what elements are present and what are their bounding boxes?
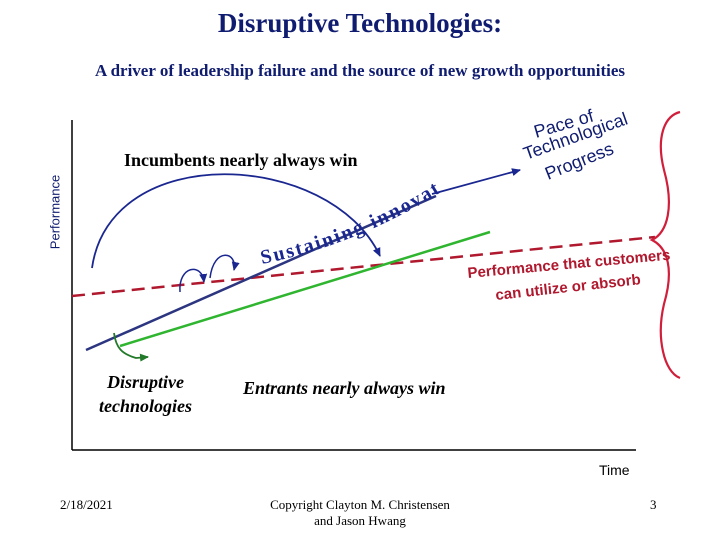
copyright-line2: and Jason Hwang [314,513,406,528]
copyright-line1: Copyright Clayton M. Christensen [270,497,450,512]
pace-arrow [431,168,521,195]
sustaining-loop-arrow-1 [179,268,208,293]
y-axis-label: Performance [47,174,63,250]
disruptive-arrow [113,332,149,362]
footer-date: 2/18/2021 [60,497,113,512]
footer-copyright: Copyright Clayton M. Christensen and Jas… [240,497,480,529]
disruptive-label: Disruptive technologies [78,370,213,418]
entrants-label: Entrants nearly always win [243,378,446,398]
absorb-line [71,235,656,298]
sustaining-curve-arrow [91,173,381,269]
sustaining-loop-arrow-2 [209,254,240,279]
disruptive-label-line2: technologies [99,396,192,416]
disruptive-label-line1: Disruptive [106,372,184,392]
disruptive-trajectory [119,230,491,348]
market-brace [649,110,681,380]
page-subtitle: A driver of leadership failure and the s… [95,61,625,80]
x-axis-label: Time [599,462,630,478]
page-number: 3 [650,497,657,512]
sustaining-trajectory [85,194,437,352]
incumbents-label: Incumbents nearly always win [124,150,358,170]
page-title: Disruptive Technologies: [217,8,503,38]
sustaining-innovations-label: Sustaining innovations [0,0,445,269]
